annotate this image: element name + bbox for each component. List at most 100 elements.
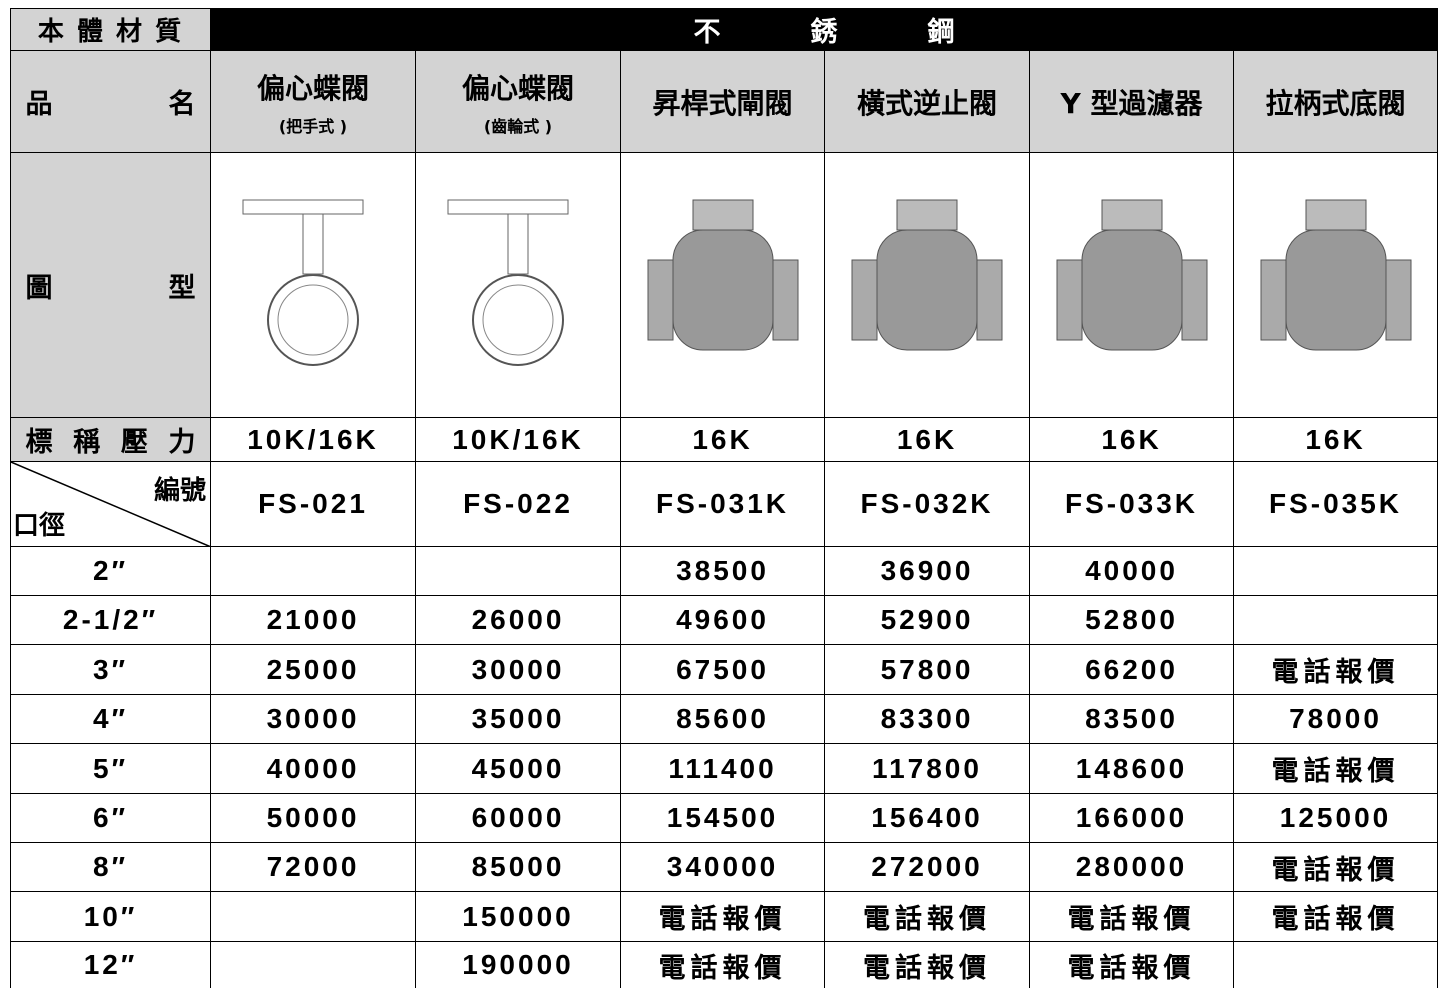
pressure-cell: 16K [620,417,825,462]
material-label: 本 體 材 質 [37,17,184,47]
size-cell: 2-1/2″ [10,595,211,645]
price-cell: 52800 [1029,595,1234,645]
pressure: 16K [692,423,753,455]
pressure-label: 標稱壓力 [25,427,196,458]
price: 340000 [666,851,779,882]
price-cell: 272000 [824,842,1030,892]
product-name-cell: 偏心蝶閥 (齒輪式 ) [415,50,621,153]
price-cell: 280000 [1029,842,1234,892]
image-label-cell: 圖型 [10,152,211,418]
pressure-cell: 10K/16K [210,417,416,462]
price: 電話報價 [1271,904,1400,935]
product-name-cell: 橫式逆止閥 [824,50,1030,153]
size: 4″ [93,703,128,734]
price: 85600 [676,703,769,734]
price-cell: 電話報價 [1029,891,1234,942]
code-size-header: 編號 口徑 [10,461,211,547]
price: 60000 [471,802,565,833]
size: 2-1/2″ [62,604,159,635]
price-cell: 電話報價 [1233,842,1438,892]
price-cell: 21000 [210,595,416,645]
price: 52800 [1085,604,1178,635]
product-name: 拉柄式底閥 [1265,86,1406,120]
price: 117800 [872,752,982,784]
price-cell: 電話報價 [620,941,825,988]
code-cell: FS-035K [1233,461,1438,547]
size-cell: 3″ [10,644,211,695]
name-label: 品名 [25,89,196,120]
pressure-cell: 16K [1233,417,1438,462]
product-sub: (把手式 ) [278,116,348,136]
material-cell: 不銹鋼 [210,8,1438,51]
size-cell: 2″ [10,546,211,596]
code-label: 編號 [153,476,206,506]
price: 156400 [871,802,983,833]
price: 電話報價 [1067,952,1196,984]
price-cell: 166000 [1029,793,1234,843]
pressure: 16K [1305,423,1366,455]
product-code: FS-022 [463,488,573,519]
price: 26000 [471,604,565,635]
price-cell: 35000 [415,694,621,744]
code-cell: FS-022 [415,461,621,547]
price-cell: 150000 [415,891,621,942]
price-cell: 49600 [620,595,825,645]
size: 8″ [93,851,128,882]
size: 5″ [93,752,128,784]
product-image [1056,199,1207,351]
product-image-cell [620,152,825,418]
product-code: FS-021 [258,488,368,519]
price: 272000 [871,851,983,882]
price: 150000 [462,900,574,932]
price: 154500 [666,802,779,833]
price: 148600 [1075,752,1188,784]
price-cell: 190000 [415,941,621,988]
price-cell: 85000 [415,842,621,892]
price: 45000 [471,752,565,784]
product-name: 偏心蝶閥 [256,71,369,105]
price: 電話報價 [1271,854,1400,886]
price: 57800 [880,653,974,685]
product-sub: (齒輪式 ) [483,116,553,136]
price: 125000 [1279,802,1392,833]
price-cell: 83300 [824,694,1030,744]
price: 190000 [462,949,574,980]
price-cell [210,546,416,596]
price-cell [210,891,416,942]
price: 85000 [471,851,565,882]
price-cell: 156400 [824,793,1030,843]
product-name-cell: 拉柄式底閥 [1233,50,1438,153]
price: 40000 [266,752,360,784]
price-cell: 148600 [1029,743,1234,794]
size-cell: 8″ [10,842,211,892]
price: 83500 [1085,703,1178,734]
price-cell: 電話報價 [1029,941,1234,988]
price-cell: 電話報價 [620,891,825,942]
product-code: FS-035K [1268,488,1403,519]
price-cell: 50000 [210,793,416,843]
price-cell: 40000 [210,743,416,794]
product-code: FS-033K [1064,488,1199,519]
code-cell: FS-032K [824,461,1030,547]
price: 21000 [266,604,360,635]
price-cell: 60000 [415,793,621,843]
price-cell: 52900 [824,595,1030,645]
price-cell: 85600 [620,694,825,744]
price-cell [1233,595,1438,645]
price-cell: 78000 [1233,694,1438,744]
code-cell: FS-031K [620,461,825,547]
price: 38500 [676,555,769,586]
price-cell: 30000 [210,694,416,744]
diagonal [11,462,211,547]
price-cell [210,941,416,988]
pressure-label-cell: 標稱壓力 [10,417,211,462]
size-cell: 5″ [10,743,211,794]
price-cell: 83500 [1029,694,1234,744]
price-cell: 57800 [824,644,1030,695]
price: 67500 [676,653,769,685]
price: 111400 [668,752,777,784]
price: 50000 [266,802,360,833]
product-name: 昇桿式閘閥 [652,86,793,120]
price-cell: 電話報價 [824,941,1030,988]
